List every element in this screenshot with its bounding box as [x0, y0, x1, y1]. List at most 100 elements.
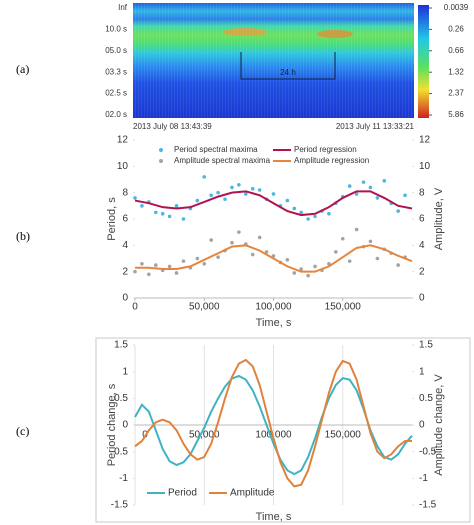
data-point — [313, 214, 317, 219]
legend-marker — [159, 159, 163, 163]
hot-spot — [317, 30, 353, 38]
data-point — [271, 192, 276, 196]
data-point — [237, 230, 241, 234]
data-point — [354, 192, 359, 196]
data-point — [216, 190, 220, 195]
data-point — [153, 210, 158, 215]
data-point — [167, 214, 172, 219]
legend-label: Period spectral maxima — [174, 145, 258, 154]
annotation: 24 h — [280, 68, 296, 77]
data-point — [347, 259, 352, 263]
y2-tick-label: 0 — [419, 293, 425, 304]
colorbar-label: 2.37 — [448, 89, 464, 98]
data-point — [133, 196, 137, 200]
y-tick-label: 1 — [122, 366, 128, 377]
y2-tick-label: -1 — [419, 473, 428, 484]
y-tick-label: 10 — [117, 161, 129, 172]
y2-tick-label: -1.5 — [419, 500, 437, 511]
y-tick-label: 8 — [122, 187, 128, 198]
data-point — [250, 186, 255, 191]
data-point — [299, 210, 304, 215]
data-point — [299, 267, 304, 271]
data-point — [181, 259, 186, 263]
x-label: 2013 July 08 13:43:39 — [133, 122, 212, 131]
data-point — [368, 239, 373, 244]
data-point — [167, 264, 172, 269]
x-tick-label: 100,000 — [255, 302, 292, 313]
series-line — [135, 244, 413, 273]
colorbar-label: 1.32 — [448, 67, 464, 76]
data-point — [292, 271, 297, 275]
data-point — [181, 217, 186, 221]
colorbar — [418, 5, 429, 118]
data-point — [285, 198, 290, 203]
data-point — [209, 238, 213, 242]
y2-tick-label: 1 — [419, 366, 425, 377]
data-point — [271, 254, 276, 258]
legend-label: Period regression — [294, 145, 357, 154]
y-tick-label: -1.5 — [111, 500, 129, 511]
legend-label: Period — [168, 488, 197, 499]
panel-frame — [95, 337, 471, 523]
data-point — [264, 250, 269, 254]
data-point — [174, 271, 179, 275]
legend-label: Amplitude — [230, 488, 275, 499]
series-line — [134, 190, 413, 217]
data-point — [375, 256, 380, 261]
y-axis-title: Period change, s — [106, 383, 118, 466]
data-point — [174, 204, 179, 208]
y-tick-label: 0 — [122, 420, 128, 431]
data-point — [237, 182, 241, 187]
data-point — [140, 261, 144, 266]
data-point — [396, 209, 400, 213]
data-point — [133, 269, 137, 274]
data-point — [257, 235, 262, 240]
y2-tick-label: 10 — [419, 161, 431, 172]
data-point — [313, 264, 317, 269]
data-point — [334, 250, 338, 254]
data-point — [396, 263, 400, 267]
data-point — [361, 180, 366, 184]
y-axis-title: Period, s — [106, 197, 118, 241]
x-tick-label: 50,000 — [189, 430, 220, 441]
y2-tick-label: 12 — [419, 135, 431, 146]
y-tick-label: 0.5 — [114, 393, 128, 404]
data-point — [195, 256, 200, 261]
panel-label: (b) — [16, 229, 30, 243]
y-tick-label: 1.5 — [114, 340, 128, 351]
series-line — [134, 358, 412, 488]
legend-label: Amplitude regression — [294, 156, 369, 165]
data-point — [209, 193, 213, 198]
data-point — [347, 184, 352, 188]
data-point — [354, 227, 359, 232]
data-point — [230, 185, 234, 190]
data-point — [327, 211, 331, 216]
y-tick-label: 05.0 s — [105, 46, 127, 55]
x-tick-label: 0 — [132, 302, 138, 313]
y2-tick-label: 2 — [419, 266, 425, 277]
panel-label: (c) — [16, 424, 29, 438]
data-point — [160, 211, 165, 216]
y2-axis-title: Amplitude, V — [433, 187, 445, 250]
period-bracket — [240, 52, 336, 80]
y2-tick-label: 0 — [419, 420, 425, 431]
y2-tick-label: 8 — [419, 187, 425, 198]
x-tick-label: 150,000 — [325, 302, 362, 313]
y-tick-label: 03.3 s — [105, 67, 127, 76]
x-label: 2013 July 11 13:33:21 — [336, 122, 415, 131]
data-point — [147, 272, 151, 277]
y2-tick-label: 0.5 — [419, 393, 433, 404]
y2-tick-label: 4 — [419, 240, 425, 251]
spectrogram-texture — [133, 3, 414, 118]
y-tick-label: -1 — [119, 473, 128, 484]
colorbar-label: 0.66 — [448, 46, 464, 55]
y-tick-label: 6 — [122, 214, 128, 225]
y2-tick-label: 6 — [419, 214, 425, 225]
data-point — [306, 217, 310, 221]
data-point — [230, 240, 234, 245]
data-point — [382, 179, 387, 183]
data-point — [195, 198, 200, 203]
y-tick-label: -0.5 — [111, 446, 129, 457]
data-point — [285, 258, 290, 262]
